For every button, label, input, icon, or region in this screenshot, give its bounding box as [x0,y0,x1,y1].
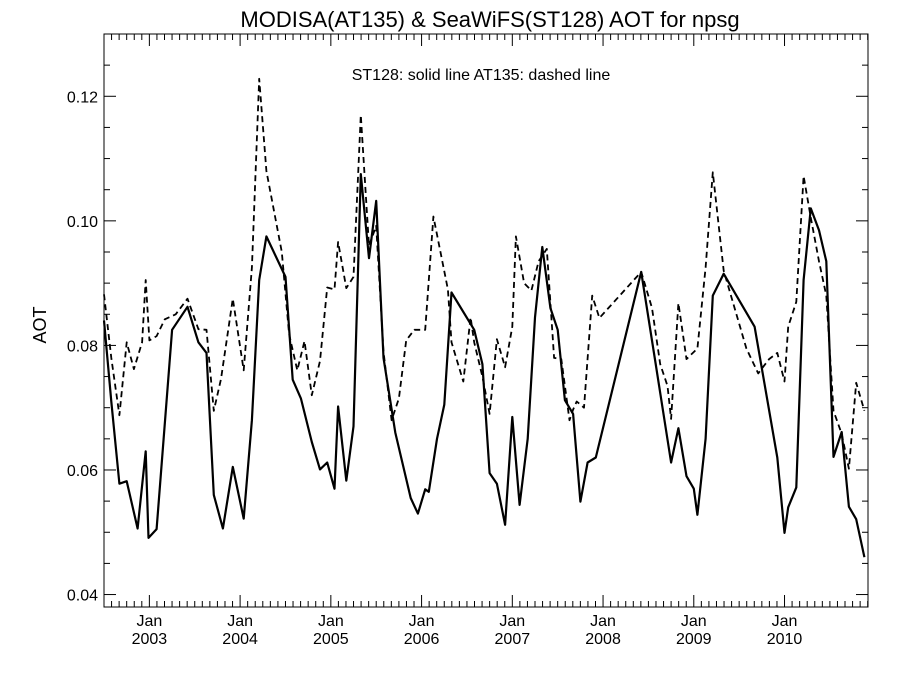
y-axis-label: AOT [30,306,50,343]
x-tick-label-year: 2010 [767,631,803,648]
series-line-st128 [102,173,866,558]
y-tick-label: 0.04 [67,588,98,605]
x-tick-label-month: Jan [681,613,707,630]
x-tick-label-year: 2003 [132,631,168,648]
x-tick-label-month: Jan [136,613,162,630]
x-tick-label-month: Jan [772,613,798,630]
x-tick-label-year: 2008 [585,631,621,648]
axis-ticks: 0.040.060.080.100.12Jan2003Jan2004Jan200… [67,33,869,648]
x-tick-label-month: Jan [590,613,616,630]
x-tick-label-year: 2004 [222,631,258,648]
data-series [102,77,866,558]
chart-title: MODISA(AT135) & SeaWiFS(ST128) AOT for n… [240,7,739,32]
x-tick-label-year: 2009 [676,631,712,648]
y-tick-label: 0.06 [67,463,98,480]
x-tick-label-year: 2006 [404,631,440,648]
x-tick-label-month: Jan [227,613,253,630]
plot-frame [103,33,869,608]
y-tick-label: 0.08 [67,338,98,355]
y-tick-label: 0.10 [67,214,98,231]
x-tick-label-year: 2005 [313,631,349,648]
x-tick-label-month: Jan [318,613,344,630]
y-tick-label: 0.12 [67,89,98,106]
series-line-at135 [103,77,866,470]
x-tick-label-month: Jan [409,613,435,630]
x-tick-label-year: 2007 [495,631,531,648]
legend-annotation: ST128: solid line AT135: dashed line [352,67,611,84]
x-tick-label-month: Jan [499,613,525,630]
